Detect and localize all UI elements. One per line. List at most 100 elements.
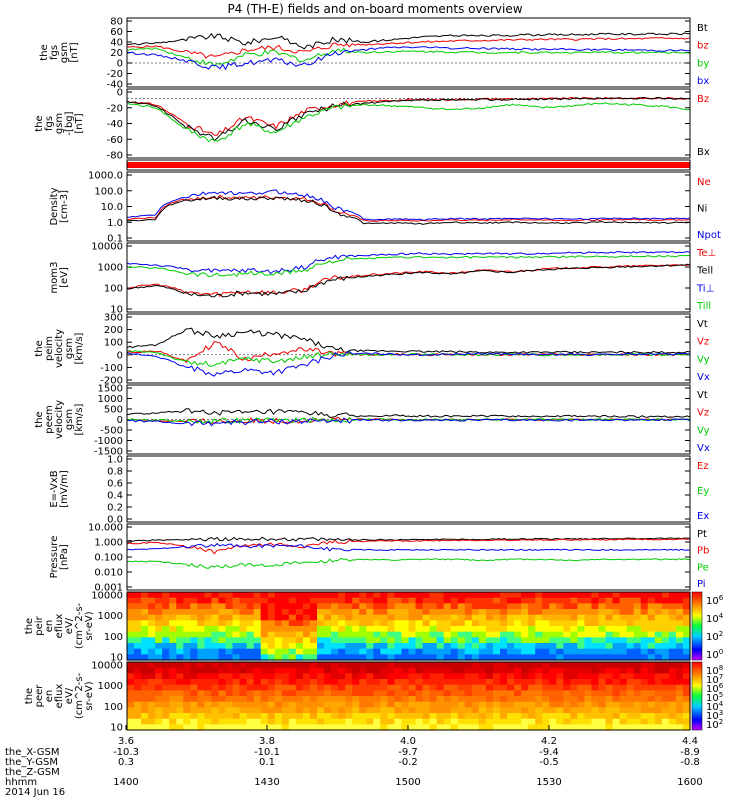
spectrogram-cell (148, 648, 156, 655)
spectrogram-cell (514, 679, 522, 686)
spectrogram-cell (450, 673, 459, 680)
spectrogram-cell (302, 654, 311, 661)
spectrogram-cell (640, 713, 649, 720)
spectrogram-cell (211, 679, 220, 686)
spectrogram-cell (260, 609, 269, 616)
spectrogram-cell (317, 707, 325, 714)
spectrogram-cell (429, 631, 438, 638)
spectrogram-cell (591, 718, 600, 725)
spectrogram-cell (661, 707, 670, 714)
spectrogram-cell (633, 667, 642, 674)
spectrogram-cell (366, 654, 374, 661)
spectrogram-cell (464, 620, 473, 627)
series-line-Pt (126, 536, 691, 542)
spectrogram-cell (162, 631, 170, 638)
spectrogram-cell (478, 690, 487, 697)
spectrogram-cell (682, 631, 691, 638)
spectrogram-cell (288, 662, 297, 669)
y-tick-label: -80 (107, 151, 123, 162)
y-axis-label: [km/s] (74, 403, 85, 435)
spectrogram-cell (598, 654, 607, 661)
spectrogram-cell (556, 713, 564, 720)
spectrogram-cell (668, 597, 677, 604)
spectrogram-cell (141, 643, 149, 650)
spectrogram-cell (232, 648, 241, 655)
spectrogram-cell (464, 626, 473, 633)
spectrogram-cell (422, 684, 431, 691)
spectrogram-cell (401, 609, 410, 616)
spectrogram-cell (190, 609, 198, 616)
spectrogram-cell (619, 609, 628, 616)
spectrogram-cell (443, 631, 452, 638)
spectrogram-cell (345, 631, 353, 638)
spectrogram-cell (633, 626, 642, 633)
spectrogram-cell (127, 707, 135, 714)
spectrogram-cell (260, 637, 269, 644)
spectrogram-cell (352, 690, 360, 697)
spectrogram-cell (148, 679, 156, 686)
spectrogram-cell (148, 718, 156, 725)
spectrogram-cell (514, 637, 522, 644)
spectrogram-cell (331, 626, 339, 633)
spectrogram-cell (507, 620, 515, 627)
spectrogram-cell (155, 592, 163, 599)
spectrogram-cell (584, 609, 593, 616)
spectrogram-cell (492, 597, 501, 604)
spectrogram-cell (499, 718, 508, 725)
spectrogram-cell (169, 603, 177, 610)
spectrogram-cell (661, 701, 670, 708)
spectrogram-cell (612, 662, 621, 669)
spectrogram-cell (591, 654, 600, 661)
spectrogram-cell (387, 662, 396, 669)
spectrogram-cell (492, 609, 501, 616)
spectrogram-cell (499, 620, 508, 627)
spectrogram-cell (675, 707, 684, 714)
spectrogram-cell (176, 648, 184, 655)
spectrogram-cell (281, 597, 290, 604)
y-axis-label: gsm (64, 409, 75, 430)
spectrogram-cell (619, 614, 628, 621)
x-tick-label: 4.0 (400, 736, 416, 747)
spectrogram-cell (591, 673, 600, 680)
spectrogram-cell (295, 701, 304, 708)
spectrogram-cell (232, 662, 241, 669)
spectrogram-cell (239, 597, 248, 604)
spectrogram-cell (246, 662, 255, 669)
spectrogram-cell (499, 679, 508, 686)
spectrogram-cell (176, 673, 184, 680)
spectrogram-cell (633, 631, 642, 638)
spectrogram-cell (521, 713, 529, 720)
y-axis-label: [nPa] (59, 544, 70, 570)
spectrogram-cell (408, 609, 417, 616)
spectrogram-cell (682, 724, 691, 731)
spectrogram-cell (338, 637, 346, 644)
spectrogram-cell (274, 648, 283, 655)
spectrogram-cell (141, 592, 149, 599)
spectrogram-cell (570, 626, 578, 633)
spectrogram-cell (422, 701, 431, 708)
spectrogram-cell (317, 609, 325, 616)
x-tick-label: 4.4 (682, 736, 698, 747)
spectrogram-cell (528, 673, 536, 680)
spectrogram-cell (535, 603, 543, 610)
spectrogram-cell (345, 637, 353, 644)
spectrogram-cell (485, 662, 494, 669)
spectrogram-cell (682, 643, 691, 650)
spectrogram-cell (260, 667, 269, 674)
spectrogram-cell (408, 620, 417, 627)
spectrogram-cell (563, 679, 571, 686)
spectrogram-cell (605, 667, 614, 674)
spectrogram-cell (535, 667, 543, 674)
spectrogram-cell (647, 696, 656, 703)
spectrogram-cell (436, 707, 445, 714)
spectrogram-cell (626, 603, 635, 610)
spectrogram-cell (471, 673, 480, 680)
spectrogram-cell (563, 707, 571, 714)
spectrogram-cell (345, 603, 353, 610)
spectrogram-cell (654, 707, 663, 714)
y-tick-label: 0.1 (107, 234, 123, 245)
spectrogram-cell (654, 654, 663, 661)
spectrogram-cell (281, 637, 290, 644)
spectrogram-cell (380, 626, 388, 633)
spectrogram-cell (204, 603, 213, 610)
